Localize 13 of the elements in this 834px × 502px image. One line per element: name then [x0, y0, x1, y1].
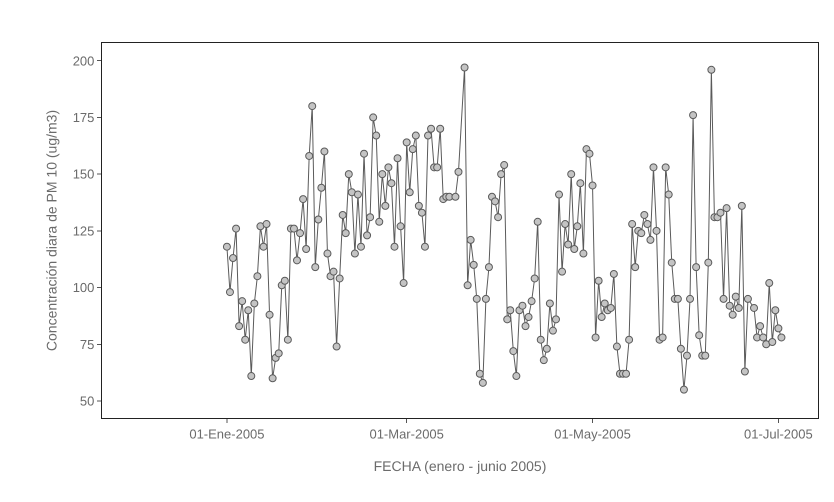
x-axis-title: FECHA (enero - junio 2005) [374, 458, 546, 474]
y-tick-label: 150 [72, 166, 94, 182]
y-tick-label: 200 [72, 53, 94, 68]
y-tick-label: 125 [72, 223, 94, 238]
y-tick-label: 175 [72, 110, 94, 125]
y-tick-label: 100 [72, 280, 94, 296]
y-tick-label: 50 [80, 394, 94, 409]
y-tick-label: 75 [80, 336, 94, 352]
x-tick-label: 01-Ene-2005 [189, 426, 265, 442]
x-tick-label: 01-Mar-2005 [369, 426, 444, 442]
x-tick-label: 01-May-2005 [554, 426, 631, 442]
y-axis-title: Concentración diara de PM 10 (ug/m3) [43, 110, 60, 352]
x-tick-label: 01-Jul-2005 [744, 426, 813, 442]
